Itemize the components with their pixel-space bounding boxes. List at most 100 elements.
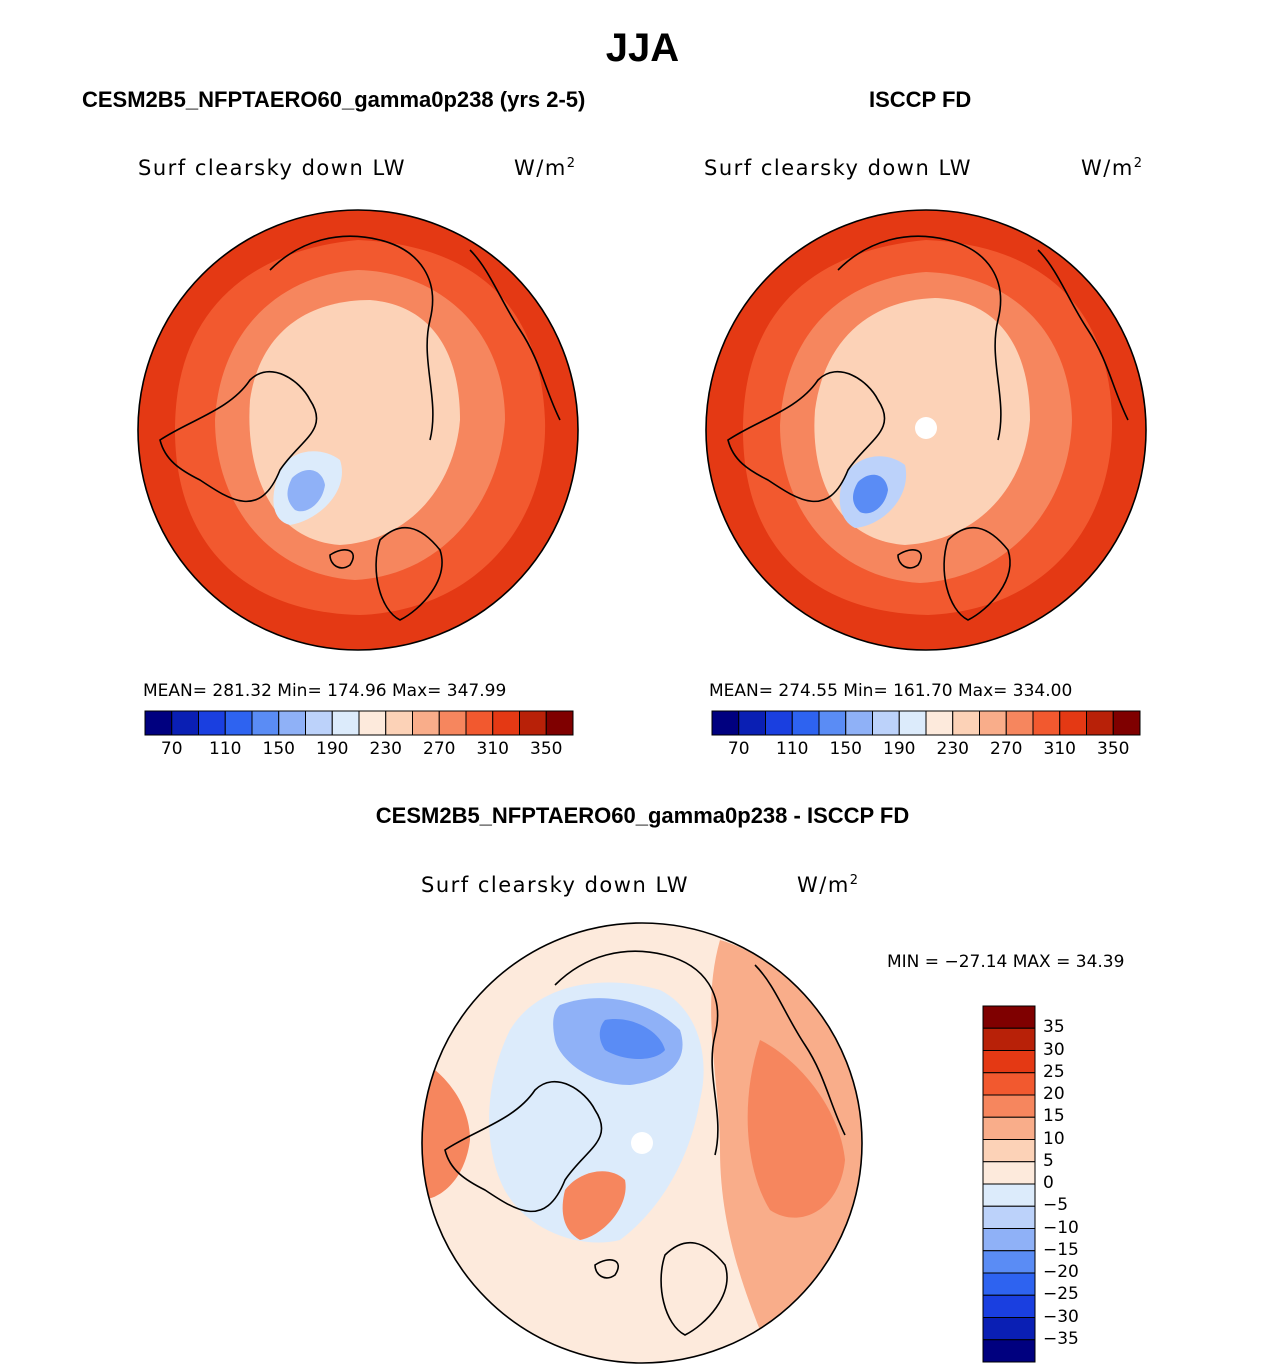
diff-coast-4 <box>754 964 846 1136</box>
diff-field-east-hot <box>747 1040 845 1218</box>
model-colorbar-box <box>412 710 440 736</box>
obs-colorbar-box <box>925 710 954 736</box>
diff-colorbar-box <box>982 1116 1036 1140</box>
diff-colorbar-box <box>982 1272 1036 1296</box>
obs-colorbar-box <box>791 710 820 736</box>
obs-colorbar-box <box>845 710 873 736</box>
obs-colorbar-tick-label: 230 <box>936 739 969 759</box>
diff-colorbar-tick-label: −30 <box>1043 1306 1079 1327</box>
diff-coast-2 <box>554 950 719 1156</box>
diff-colorbar-box <box>982 1005 1036 1029</box>
model-colorbar-box <box>438 710 467 736</box>
model-colorbar-box <box>465 710 494 736</box>
diff-colorbar-box <box>982 1294 1036 1318</box>
obs-colorbar <box>711 710 1141 736</box>
diff-colorbar-tick-label: −25 <box>1043 1284 1079 1305</box>
diff-colorbar-box <box>982 1139 1036 1163</box>
obs-colorbar-box <box>898 710 927 736</box>
obs-colorbar-box <box>1086 710 1114 736</box>
model-variable-label: Surf clearsky down LW <box>138 156 406 180</box>
diff-colorbar-tick-label: 5 <box>1043 1150 1054 1171</box>
obs-colorbar-tick-label: 110 <box>776 739 809 759</box>
model-colorbar-box <box>144 710 173 736</box>
diff-colorbar-box <box>982 1050 1036 1074</box>
obs-map-border <box>705 209 1147 651</box>
model-colorbar-tick-label: 110 <box>209 739 242 759</box>
obs-colorbar-tick-label: 270 <box>990 739 1023 759</box>
diff-field-north-coldest <box>599 1019 665 1059</box>
diff-colorbar-tick-label: −15 <box>1043 1239 1079 1260</box>
model-colorbar-tick-label: 270 <box>423 739 456 759</box>
model-coast-3 <box>375 526 443 621</box>
obs-colorbar-box <box>711 710 740 736</box>
diff-colorbar-box <box>982 1027 1036 1051</box>
obs-coast-5 <box>897 549 922 569</box>
model-colorbar-box <box>492 710 520 736</box>
model-greenland-core <box>287 469 325 512</box>
diff-stats: MIN = −27.14 MAX = 34.39 <box>887 952 1125 972</box>
diff-colorbar-tick-label: 30 <box>1043 1039 1065 1060</box>
diff-colorbar-tick-label: −5 <box>1043 1195 1069 1216</box>
model-colorbar-tick-label: 230 <box>369 739 402 759</box>
diff-colorbar-box <box>982 1094 1036 1118</box>
diff-colorbar-box <box>982 1339 1036 1363</box>
model-map-border <box>137 209 579 651</box>
obs-colorbar-box <box>952 710 980 736</box>
obs-colorbar-tick-label: 70 <box>727 739 750 759</box>
model-coast-5 <box>329 549 354 569</box>
diff-coast-3 <box>660 1241 728 1336</box>
model-colorbar-box <box>224 710 253 736</box>
diff-colorbar-tick-label: 15 <box>1043 1106 1065 1127</box>
diff-field-greenland-warm <box>562 1171 626 1240</box>
model-colorbar-box <box>545 710 574 736</box>
obs-stats: MEAN= 274.55 Min= 161.70 Max= 334.00 <box>709 681 1073 701</box>
diff-colorbar-box <box>982 1228 1036 1252</box>
diff-units-label: W/m2 <box>797 873 860 897</box>
model-colorbar-tick-label: 310 <box>476 739 509 759</box>
diff-colorbar <box>982 1005 1036 1363</box>
model-units-label: W/m2 <box>514 156 577 180</box>
model-colorbar-box <box>358 710 387 736</box>
model-colorbar <box>144 710 574 736</box>
model-colorbar-box <box>519 710 547 736</box>
obs-colorbar-tick-label: 190 <box>883 739 916 759</box>
diff-colorbar-box <box>982 1161 1036 1185</box>
model-colorbar-tick-label: 70 <box>160 739 183 759</box>
diff-variable-label: Surf clearsky down LW <box>421 873 689 897</box>
model-colorbar-box <box>385 710 413 736</box>
model-coast-2 <box>269 235 434 441</box>
obs-colorbar-box <box>765 710 793 736</box>
diff-colorbar-tick-label: 35 <box>1043 1017 1065 1038</box>
diff-colorbar-tick-label: 0 <box>1043 1173 1054 1193</box>
obs-units-label: W/m2 <box>1081 156 1144 180</box>
diff-colorbar-box <box>982 1317 1036 1341</box>
obs-panel-title: ISCCP FD <box>869 87 972 112</box>
model-colorbar-tick-label: 190 <box>316 739 349 759</box>
diff-field-west-warm <box>422 1060 470 1200</box>
obs-colorbar-box <box>1112 710 1141 736</box>
model-colorbar-box <box>198 710 226 736</box>
diff-missing-pole <box>631 1132 653 1154</box>
obs-greenland-core <box>853 474 888 514</box>
model-panel-title: CESM2B5_NFPTAERO60_gamma0p238 (yrs 2-5) <box>82 87 586 112</box>
model-stats: MEAN= 281.32 Min= 174.96 Max= 347.99 <box>143 681 507 701</box>
diff-colorbar-tick-label: −10 <box>1043 1217 1079 1238</box>
diff-colorbar-tick-label: −20 <box>1043 1262 1079 1282</box>
model-colorbar-box <box>278 710 306 736</box>
model-colorbar-box <box>171 710 199 736</box>
model-coast-1 <box>159 370 318 503</box>
model-colorbar-tick-label: 350 <box>530 739 563 759</box>
model-coast-4 <box>469 249 561 421</box>
model-colorbar-box <box>251 710 280 736</box>
obs-colorbar-tick-label: 310 <box>1043 739 1076 759</box>
figure-title: JJA <box>605 26 680 70</box>
diff-colorbar-tick-label: 10 <box>1043 1128 1065 1149</box>
obs-colorbar-box <box>1032 710 1061 736</box>
diff-colorbar-box <box>982 1183 1036 1207</box>
obs-colorbar-tick-label: 150 <box>829 739 862 759</box>
obs-missing-pole <box>915 417 937 439</box>
model-colorbar-tick-label: 150 <box>262 739 295 759</box>
diff-colorbar-tick-label: 20 <box>1043 1084 1065 1104</box>
